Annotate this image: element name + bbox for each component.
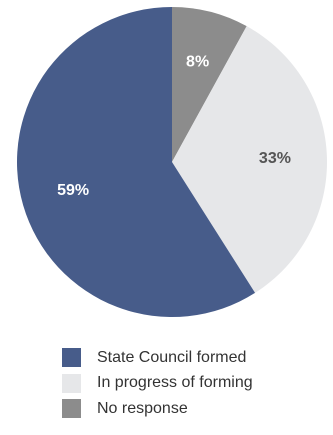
- legend-swatch-no-response: [62, 399, 81, 418]
- legend-item-state-council-formed: State Council formed: [62, 347, 322, 368]
- legend-item-in-progress-of-forming: In progress of forming: [62, 373, 322, 394]
- pie-label-state-council-formed: 59%: [57, 182, 89, 199]
- legend-label: State Council formed: [97, 348, 247, 366]
- pie-slice-state-council-formed: [16, 7, 256, 317]
- pie-slice-in-progress-of-forming: [172, 26, 327, 293]
- pie-chart: 8% 33% 59%: [16, 7, 327, 317]
- legend-swatch-in-progress-of-forming: [62, 373, 81, 393]
- pie-label-no-response: 8%: [186, 53, 209, 70]
- pie-slice-no-response: [172, 7, 247, 162]
- legend-item-no-response: No response: [62, 398, 322, 419]
- legend-swatch-state-council-formed: [62, 348, 81, 367]
- legend-label: No response: [97, 399, 188, 417]
- pie-label-in-progress-of-forming: 33%: [259, 150, 291, 167]
- legend-label: In progress of forming: [97, 374, 253, 391]
- legend: State Council formed In progress of form…: [62, 347, 322, 424]
